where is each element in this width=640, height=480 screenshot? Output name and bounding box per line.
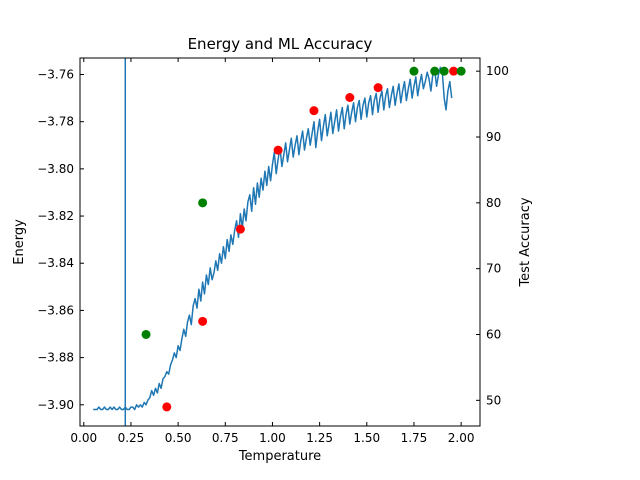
y2-tick-label: 100 [486, 64, 509, 78]
green-accuracy-point [430, 66, 440, 76]
plot-area [93, 58, 466, 426]
y2-tick-label: 50 [486, 393, 501, 407]
y2-tick-label: 80 [486, 196, 501, 210]
green-accuracy-point [456, 66, 466, 76]
y-tick-label: −3.88 [37, 351, 74, 365]
red-accuracy-point [235, 224, 245, 234]
red-accuracy-point [449, 66, 459, 76]
x-tick-label: 0.50 [165, 431, 192, 445]
green-accuracy-point [409, 66, 419, 76]
y-tick-label: −3.80 [37, 162, 74, 176]
y-axis-label: Energy [12, 219, 27, 265]
red-accuracy-point [273, 145, 283, 155]
y-tick-label: −3.90 [37, 398, 74, 412]
x-tick-label: 1.00 [259, 431, 286, 445]
red-accuracy-point [198, 316, 208, 326]
x-tick-label: 1.75 [401, 431, 428, 445]
y-tick-label: −3.78 [37, 115, 74, 129]
y-tick-label: −3.86 [37, 303, 74, 317]
red-accuracy-point [309, 106, 319, 116]
green-accuracy-point [439, 66, 449, 76]
red-accuracy-point [162, 402, 172, 412]
y2-tick-label: 70 [486, 262, 501, 276]
x-tick-label: 1.25 [306, 431, 333, 445]
y-tick-label: −3.76 [37, 68, 74, 82]
green-accuracy-point [141, 329, 151, 339]
y2-axis-label: Test Accuracy [518, 197, 533, 287]
y-tick-label: −3.84 [37, 256, 74, 270]
x-tick-label: 0.75 [212, 431, 239, 445]
chart-title: Energy and ML Accuracy [188, 35, 373, 53]
y-tick-label: −3.82 [37, 209, 74, 223]
green-accuracy-point [198, 198, 208, 208]
x-axis-label: Temperature [238, 449, 321, 464]
x-tick-label: 2.00 [448, 431, 475, 445]
y2-tick-label: 60 [486, 327, 501, 341]
x-axis-ticks: 0.00 0.25 0.50 0.75 1.00 1.25 1.50 1.75 2.00 [70, 58, 474, 445]
y2-axis-ticks: 100 90 80 70 60 50 [476, 64, 509, 407]
x-tick-label: 1.50 [353, 431, 380, 445]
y2-tick-label: 90 [486, 130, 501, 144]
y-axis-ticks: −3.76 −3.78 −3.80 −3.82 −3.84 −3.86 −3.88 −3.90 [37, 68, 84, 412]
energy-line [93, 66, 453, 411]
axes-frame [79, 57, 481, 427]
x-tick-label: 0.00 [70, 431, 97, 445]
red-accuracy-point [373, 83, 383, 93]
red-accuracy-point [345, 92, 355, 102]
x-tick-label: 0.25 [118, 431, 145, 445]
